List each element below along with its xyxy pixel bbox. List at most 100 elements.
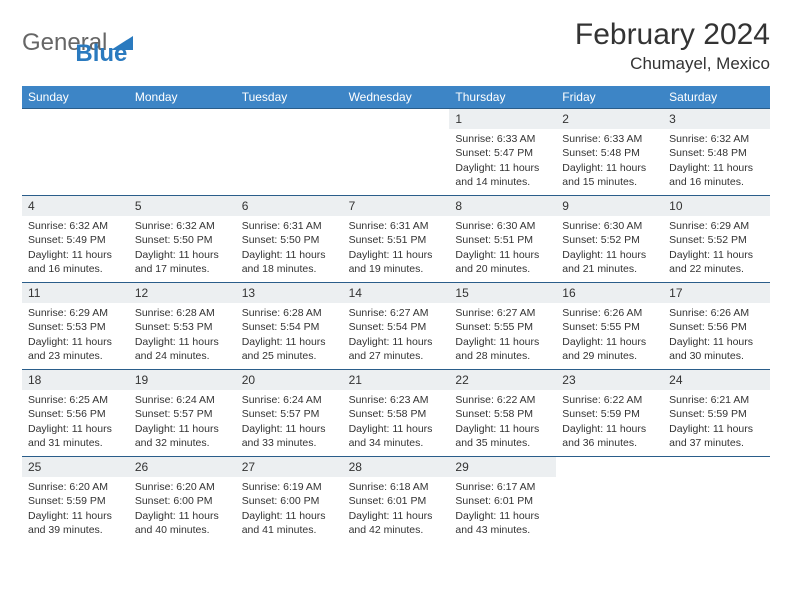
day-body: Sunrise: 6:30 AMSunset: 5:52 PMDaylight:… xyxy=(556,216,663,282)
sunrise-text: Sunrise: 6:27 AM xyxy=(349,306,444,320)
sunrise-text: Sunrise: 6:22 AM xyxy=(455,393,550,407)
day-body: Sunrise: 6:33 AMSunset: 5:48 PMDaylight:… xyxy=(556,129,663,195)
daylight-line1: Daylight: 11 hours xyxy=(28,335,123,349)
daylight-line2: and 25 minutes. xyxy=(242,349,337,363)
sunrise-text: Sunrise: 6:28 AM xyxy=(242,306,337,320)
day-cell: 11Sunrise: 6:29 AMSunset: 5:53 PMDayligh… xyxy=(22,283,129,369)
day-cell: 5Sunrise: 6:32 AMSunset: 5:50 PMDaylight… xyxy=(129,196,236,282)
daylight-line2: and 43 minutes. xyxy=(455,523,550,537)
daylight-line1: Daylight: 11 hours xyxy=(28,509,123,523)
sunset-text: Sunset: 5:57 PM xyxy=(135,407,230,421)
day-number: 18 xyxy=(22,370,129,390)
day-number: 23 xyxy=(556,370,663,390)
day-body: Sunrise: 6:26 AMSunset: 5:56 PMDaylight:… xyxy=(663,303,770,369)
day-body: Sunrise: 6:25 AMSunset: 5:56 PMDaylight:… xyxy=(22,390,129,456)
daylight-line1: Daylight: 11 hours xyxy=(135,509,230,523)
daylight-line2: and 34 minutes. xyxy=(349,436,444,450)
sunrise-text: Sunrise: 6:22 AM xyxy=(562,393,657,407)
day-header: Wednesday xyxy=(343,86,450,108)
sunrise-text: Sunrise: 6:29 AM xyxy=(28,306,123,320)
daylight-line2: and 21 minutes. xyxy=(562,262,657,276)
daylight-line2: and 28 minutes. xyxy=(455,349,550,363)
day-cell: 1Sunrise: 6:33 AMSunset: 5:47 PMDaylight… xyxy=(449,109,556,195)
sunset-text: Sunset: 6:00 PM xyxy=(135,494,230,508)
daylight-line2: and 42 minutes. xyxy=(349,523,444,537)
sunset-text: Sunset: 5:53 PM xyxy=(135,320,230,334)
day-number: 5 xyxy=(129,196,236,216)
day-body: Sunrise: 6:30 AMSunset: 5:51 PMDaylight:… xyxy=(449,216,556,282)
day-cell: 16Sunrise: 6:26 AMSunset: 5:55 PMDayligh… xyxy=(556,283,663,369)
daylight-line2: and 16 minutes. xyxy=(28,262,123,276)
day-number: 17 xyxy=(663,283,770,303)
sunset-text: Sunset: 5:51 PM xyxy=(455,233,550,247)
day-body: Sunrise: 6:17 AMSunset: 6:01 PMDaylight:… xyxy=(449,477,556,543)
sunrise-text: Sunrise: 6:30 AM xyxy=(562,219,657,233)
day-cell: 12Sunrise: 6:28 AMSunset: 5:53 PMDayligh… xyxy=(129,283,236,369)
daylight-line2: and 30 minutes. xyxy=(669,349,764,363)
daylight-line2: and 19 minutes. xyxy=(349,262,444,276)
sunset-text: Sunset: 5:47 PM xyxy=(455,146,550,160)
daylight-line2: and 39 minutes. xyxy=(28,523,123,537)
daylight-line2: and 35 minutes. xyxy=(455,436,550,450)
daylight-line2: and 37 minutes. xyxy=(669,436,764,450)
sunset-text: Sunset: 6:01 PM xyxy=(349,494,444,508)
day-body: Sunrise: 6:20 AMSunset: 5:59 PMDaylight:… xyxy=(22,477,129,543)
day-cell: 8Sunrise: 6:30 AMSunset: 5:51 PMDaylight… xyxy=(449,196,556,282)
sunset-text: Sunset: 5:48 PM xyxy=(669,146,764,160)
sunset-text: Sunset: 5:49 PM xyxy=(28,233,123,247)
day-number: 22 xyxy=(449,370,556,390)
day-number: 28 xyxy=(343,457,450,477)
day-body: Sunrise: 6:29 AMSunset: 5:53 PMDaylight:… xyxy=(22,303,129,369)
daylight-line1: Daylight: 11 hours xyxy=(455,509,550,523)
sunset-text: Sunset: 5:51 PM xyxy=(349,233,444,247)
day-body: Sunrise: 6:27 AMSunset: 5:55 PMDaylight:… xyxy=(449,303,556,369)
daylight-line1: Daylight: 11 hours xyxy=(562,335,657,349)
day-cell: . xyxy=(236,109,343,195)
daylight-line1: Daylight: 11 hours xyxy=(28,248,123,262)
sunset-text: Sunset: 5:52 PM xyxy=(669,233,764,247)
day-header: Friday xyxy=(556,86,663,108)
day-body: Sunrise: 6:27 AMSunset: 5:54 PMDaylight:… xyxy=(343,303,450,369)
week-row: 11Sunrise: 6:29 AMSunset: 5:53 PMDayligh… xyxy=(22,282,770,369)
sunset-text: Sunset: 5:54 PM xyxy=(242,320,337,334)
day-number: 7 xyxy=(343,196,450,216)
day-number: 26 xyxy=(129,457,236,477)
day-header: Thursday xyxy=(449,86,556,108)
day-cell: 23Sunrise: 6:22 AMSunset: 5:59 PMDayligh… xyxy=(556,370,663,456)
day-cell: 24Sunrise: 6:21 AMSunset: 5:59 PMDayligh… xyxy=(663,370,770,456)
day-cell: 3Sunrise: 6:32 AMSunset: 5:48 PMDaylight… xyxy=(663,109,770,195)
daylight-line2: and 17 minutes. xyxy=(135,262,230,276)
sunset-text: Sunset: 5:50 PM xyxy=(135,233,230,247)
week-row: 4Sunrise: 6:32 AMSunset: 5:49 PMDaylight… xyxy=(22,195,770,282)
day-header: Saturday xyxy=(663,86,770,108)
daylight-line1: Daylight: 11 hours xyxy=(28,422,123,436)
day-body: Sunrise: 6:19 AMSunset: 6:00 PMDaylight:… xyxy=(236,477,343,543)
day-body: Sunrise: 6:24 AMSunset: 5:57 PMDaylight:… xyxy=(236,390,343,456)
sunrise-text: Sunrise: 6:33 AM xyxy=(562,132,657,146)
day-cell: 18Sunrise: 6:25 AMSunset: 5:56 PMDayligh… xyxy=(22,370,129,456)
day-cell: 9Sunrise: 6:30 AMSunset: 5:52 PMDaylight… xyxy=(556,196,663,282)
daylight-line1: Daylight: 11 hours xyxy=(669,335,764,349)
daylight-line2: and 31 minutes. xyxy=(28,436,123,450)
day-cell: 14Sunrise: 6:27 AMSunset: 5:54 PMDayligh… xyxy=(343,283,450,369)
sunset-text: Sunset: 6:00 PM xyxy=(242,494,337,508)
day-cell: . xyxy=(129,109,236,195)
calendar: SundayMondayTuesdayWednesdayThursdayFrid… xyxy=(22,86,770,543)
sunset-text: Sunset: 5:59 PM xyxy=(669,407,764,421)
sunrise-text: Sunrise: 6:23 AM xyxy=(349,393,444,407)
day-cell: . xyxy=(663,457,770,543)
daylight-line2: and 33 minutes. xyxy=(242,436,337,450)
sunrise-text: Sunrise: 6:19 AM xyxy=(242,480,337,494)
daylight-line1: Daylight: 11 hours xyxy=(669,161,764,175)
day-number: 14 xyxy=(343,283,450,303)
daylight-line2: and 15 minutes. xyxy=(562,175,657,189)
sunrise-text: Sunrise: 6:33 AM xyxy=(455,132,550,146)
sunrise-text: Sunrise: 6:21 AM xyxy=(669,393,764,407)
brand-part2: Blue xyxy=(75,40,127,68)
day-body: Sunrise: 6:31 AMSunset: 5:50 PMDaylight:… xyxy=(236,216,343,282)
day-number: 27 xyxy=(236,457,343,477)
daylight-line1: Daylight: 11 hours xyxy=(562,248,657,262)
daylight-line1: Daylight: 11 hours xyxy=(455,248,550,262)
day-number: 21 xyxy=(343,370,450,390)
sunrise-text: Sunrise: 6:24 AM xyxy=(242,393,337,407)
